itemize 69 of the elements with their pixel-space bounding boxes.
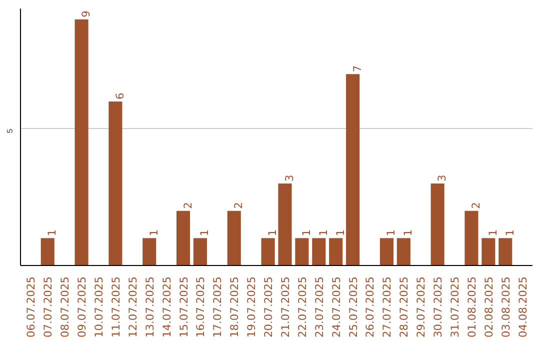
x-tick-label: 15.07.2025 — [177, 276, 190, 338]
x-tick-label: 29.07.2025 — [414, 276, 428, 338]
bar — [193, 238, 207, 266]
data-label: 1 — [300, 229, 313, 236]
x-tick-label: 14.07.2025 — [160, 276, 174, 338]
x-tick-label: 02.08.2025 — [482, 276, 496, 338]
x-tick-label: 19.07.2025 — [245, 276, 258, 338]
data-label: 1 — [384, 229, 398, 236]
data-label: 7 — [350, 65, 364, 72]
data-label: 1 — [402, 229, 415, 236]
data-label: 1 — [316, 229, 330, 236]
data-label: 2 — [469, 202, 482, 209]
bar — [176, 210, 190, 266]
data-label: 1 — [503, 229, 516, 236]
bar — [482, 238, 496, 266]
data-label: 1 — [198, 229, 212, 236]
bar — [464, 210, 478, 266]
x-tick-label: 20.07.2025 — [262, 276, 276, 338]
data-label: 1 — [486, 229, 500, 236]
bar — [312, 238, 326, 266]
data-label: 2 — [232, 202, 246, 209]
x-tick-label: 30.07.2025 — [432, 276, 445, 338]
x-tick-label: 03.08.2025 — [499, 276, 512, 338]
x-tick-label: 24.07.2025 — [330, 276, 343, 338]
data-label: 1 — [334, 229, 347, 236]
x-tick-label: 11.07.2025 — [109, 276, 122, 338]
bar — [498, 238, 512, 266]
x-tick-label: 23.07.2025 — [312, 276, 326, 338]
data-label: 6 — [113, 92, 126, 100]
bar — [380, 238, 394, 266]
data-label: 2 — [181, 202, 194, 209]
x-tick-label: 22.07.2025 — [296, 276, 309, 338]
x-tick-label: 18.07.2025 — [228, 276, 242, 338]
x-tick-label: 04.08.2025 — [516, 276, 530, 338]
bar — [142, 238, 156, 266]
x-tick-label: 08.07.2025 — [58, 276, 72, 338]
bar — [396, 238, 410, 266]
bar — [346, 74, 360, 266]
bar — [40, 238, 54, 266]
bar — [108, 101, 122, 266]
bar — [74, 19, 88, 266]
data-label: 3 — [436, 174, 449, 182]
y-tick-label: 5 — [6, 128, 14, 134]
bar — [278, 183, 292, 266]
bar — [227, 210, 241, 266]
x-tick-label: 06.07.2025 — [24, 276, 38, 338]
x-tick-label: 09.07.2025 — [76, 276, 89, 338]
x-tick-label: 31.07.2025 — [448, 276, 462, 338]
bar — [261, 238, 275, 266]
data-label: 9 — [80, 10, 93, 18]
x-tick-label: 26.07.2025 — [364, 276, 377, 338]
x-tick-label: 12.07.2025 — [126, 276, 140, 338]
bar — [430, 183, 444, 266]
bar — [295, 238, 309, 266]
data-label: 1 — [147, 229, 160, 236]
bar — [329, 238, 343, 266]
x-tick-label: 21.07.2025 — [278, 276, 292, 338]
data-label: 1 — [46, 229, 59, 236]
x-tick-label: 27.07.2025 — [380, 276, 394, 338]
data-label: 3 — [282, 174, 296, 182]
x-tick-label: 01.08.2025 — [465, 276, 478, 338]
x-tick-label: 13.07.2025 — [143, 276, 156, 338]
x-tick-label: 17.07.2025 — [211, 276, 224, 338]
x-tick-label: 07.07.2025 — [42, 276, 55, 338]
x-tick-label: 28.07.2025 — [398, 276, 411, 338]
data-label: 1 — [266, 229, 280, 236]
x-tick-label: 16.07.2025 — [194, 276, 208, 338]
x-tick-label: 25.07.2025 — [346, 276, 360, 338]
x-tick-label: 10.07.2025 — [92, 276, 106, 338]
